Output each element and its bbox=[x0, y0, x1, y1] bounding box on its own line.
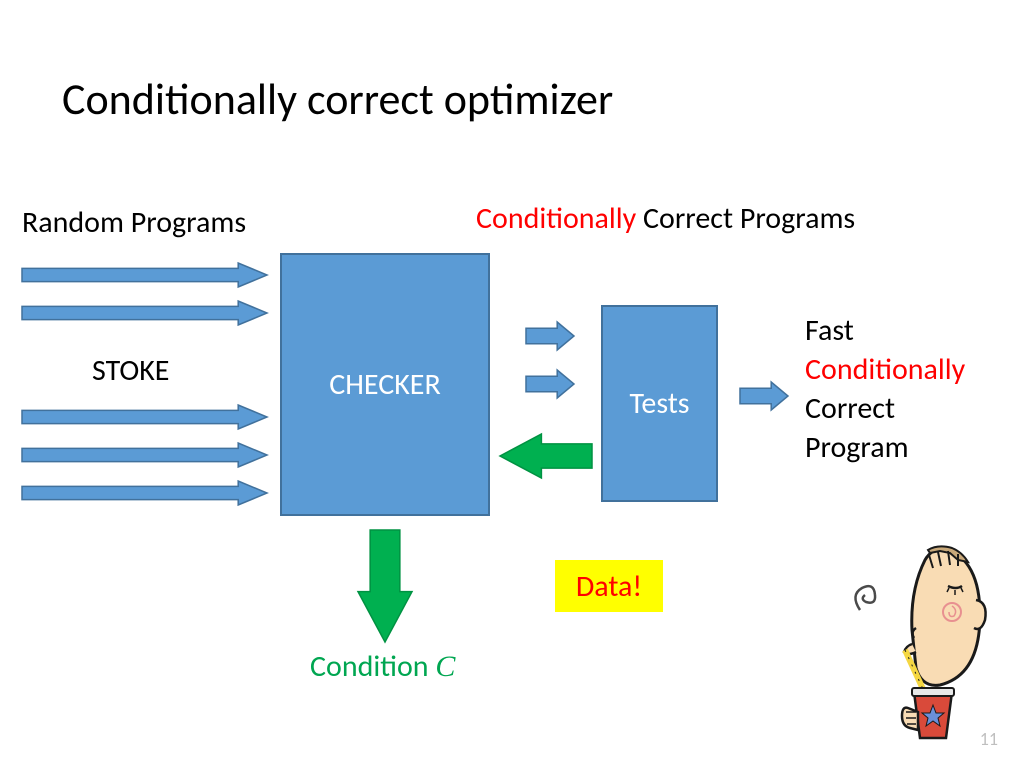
text-condition-var: C bbox=[435, 650, 455, 683]
slide-number: 11 bbox=[980, 728, 998, 750]
cartoon-icon bbox=[830, 540, 1000, 740]
data-box: Data! bbox=[555, 560, 663, 612]
data-label: Data! bbox=[576, 568, 642, 605]
label-condition: Condition C bbox=[310, 648, 455, 685]
text-condition: Condition bbox=[310, 648, 435, 685]
